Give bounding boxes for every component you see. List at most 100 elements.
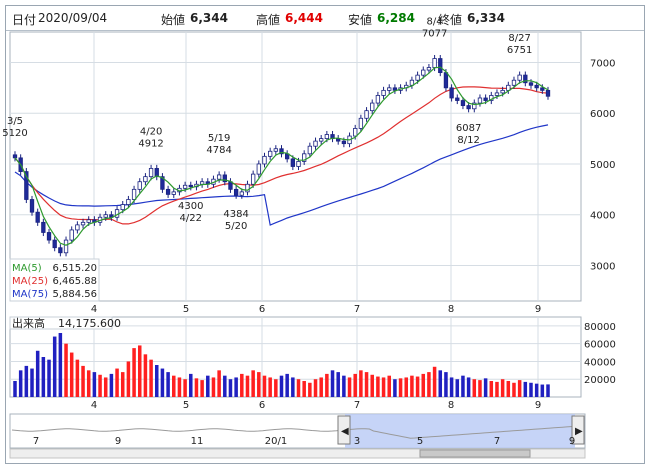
candlestick xyxy=(250,170,256,188)
volume-bar xyxy=(86,370,91,397)
navigator-label: 20/1 xyxy=(265,436,287,447)
volume-bar xyxy=(308,382,312,397)
candle-body xyxy=(46,232,52,241)
close-value: 6,334 xyxy=(467,11,505,25)
navigator-selection[interactable] xyxy=(345,414,575,448)
candle-body xyxy=(421,69,426,76)
volume-bar xyxy=(41,357,46,397)
navigator-scrollbar[interactable] xyxy=(9,448,586,459)
candle-body xyxy=(483,97,488,101)
candle-body xyxy=(216,174,222,180)
legend-value: 6,465.88 xyxy=(52,276,97,287)
navigator-label: 5 xyxy=(417,436,423,447)
volume-bar xyxy=(154,365,159,397)
navigator-month-labels: 7 9 11 20/1 3 5 7 9 xyxy=(33,436,575,447)
volume-bar xyxy=(540,384,545,397)
candlestick xyxy=(449,84,454,102)
annotation-price: 7077 xyxy=(422,29,447,40)
volume-bar xyxy=(183,379,187,397)
navigator-line xyxy=(11,425,584,439)
navigator-scroll-thumb[interactable] xyxy=(419,449,531,458)
candlestick xyxy=(290,155,295,171)
navigator-label: 7 xyxy=(494,436,500,447)
volume-tick-label: 40000 xyxy=(584,357,616,368)
ma75-line xyxy=(14,124,549,226)
candlestick xyxy=(216,171,222,183)
price-tick-label: 3000 xyxy=(590,261,615,272)
candle-body xyxy=(165,188,171,195)
annotation-price: 5120 xyxy=(2,128,27,139)
annotation-date: 4/20 xyxy=(140,126,162,137)
low-value: 6,284 xyxy=(377,11,415,25)
candle-body xyxy=(296,161,301,167)
candle-body xyxy=(477,97,483,104)
volume-bar xyxy=(296,379,301,397)
volume-bar xyxy=(217,370,221,397)
candle-body xyxy=(63,239,69,254)
candlestick xyxy=(517,71,522,84)
volume-label: 出来高 xyxy=(12,316,45,330)
volume-month-label: 8 xyxy=(448,400,454,411)
volume-bar xyxy=(206,375,210,397)
price-month-axis: 4 5 6 7 8 9 xyxy=(91,304,541,315)
candlestick xyxy=(494,89,500,99)
candle-body xyxy=(154,168,159,178)
volume-bar xyxy=(421,373,426,397)
candlestick xyxy=(387,84,392,94)
candle-body xyxy=(319,138,324,142)
candle-body xyxy=(262,155,267,165)
candlestick xyxy=(126,195,131,209)
candlestick xyxy=(165,185,171,198)
candlestick xyxy=(35,208,40,226)
volume-bar xyxy=(166,372,170,397)
candlestick xyxy=(545,86,551,100)
month-tick-label: 4 xyxy=(91,304,97,315)
volume-bar xyxy=(52,336,57,397)
navigator-left-handle[interactable] xyxy=(337,415,351,445)
candle-body xyxy=(364,110,369,119)
candle-body xyxy=(307,145,313,155)
candlestick xyxy=(46,228,52,244)
volume-bar xyxy=(512,382,516,397)
candlestick xyxy=(426,63,432,74)
annotation-date: 3/5 xyxy=(7,116,23,127)
volume-bar xyxy=(336,372,340,397)
volume-bar xyxy=(506,381,511,397)
annotation-price: 4912 xyxy=(138,138,163,149)
volume-month-label: 6 xyxy=(259,400,265,411)
candlestick xyxy=(358,114,364,132)
annotation-date: 5/19 xyxy=(208,133,230,144)
volume-tick-label: 60000 xyxy=(584,340,616,351)
candlestick xyxy=(307,142,313,158)
candlestick xyxy=(256,160,261,178)
candlestick xyxy=(171,188,176,198)
candle-body xyxy=(120,204,125,211)
candle-body xyxy=(313,140,318,147)
candlestick xyxy=(29,195,35,216)
candle-body xyxy=(341,140,347,145)
volume-bar xyxy=(189,373,193,397)
volume-bar xyxy=(234,377,238,397)
volume-bar xyxy=(313,379,318,397)
volume-bar xyxy=(302,381,306,397)
volume-bar xyxy=(472,379,477,397)
price-axis: 7000 6000 5000 4000 3000 xyxy=(590,58,615,272)
close-label: 終値 xyxy=(438,13,463,27)
month-tick-label: 6 xyxy=(259,304,265,315)
ma-legend: MA(5) 6,515.20 MA(25) 6,465.88 MA(75) 5,884.5… xyxy=(9,258,100,302)
annotation-date: 8/12 xyxy=(457,135,479,146)
navigator-right-handle[interactable] xyxy=(571,415,585,445)
candle-body xyxy=(171,191,176,195)
volume-bar xyxy=(364,372,369,397)
volume-bar xyxy=(455,379,460,397)
candlestick xyxy=(370,99,375,115)
candlestick xyxy=(69,226,74,244)
candle-body xyxy=(511,79,517,86)
volume-bar xyxy=(529,382,533,397)
range-navigator[interactable]: ◀ ▶ 7 9 11 20/1 3 5 7 9 xyxy=(9,413,586,459)
candlestick xyxy=(523,71,528,87)
volume-bar xyxy=(115,368,119,397)
annotation-date: 8/4 xyxy=(427,17,443,28)
candlestick xyxy=(188,181,193,191)
